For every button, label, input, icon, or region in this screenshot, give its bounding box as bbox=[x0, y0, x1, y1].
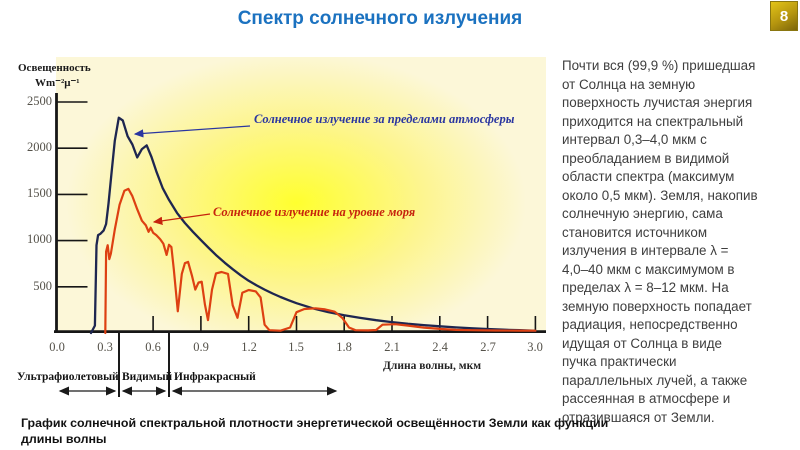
x-tick-label: 0.0 bbox=[49, 340, 65, 354]
y-axis-units: Wm⁻²μ⁻¹ bbox=[35, 77, 80, 89]
y-tick-label: 1500 bbox=[27, 186, 52, 200]
slide-number-badge: 8 bbox=[770, 1, 798, 31]
y-axis-title: Освещенность bbox=[18, 62, 91, 74]
x-tick-label: 2.7 bbox=[480, 340, 496, 354]
x-tick-label: 0.3 bbox=[97, 340, 113, 354]
slide-number: 8 bbox=[779, 7, 789, 25]
region-label-visible: Видимый bbox=[122, 371, 173, 383]
x-tick-label: 2.1 bbox=[384, 340, 400, 354]
x-tick-label: 0.9 bbox=[193, 340, 209, 354]
extraterrestrial-curve-label: Солнечное излучение за пределами атмосфе… bbox=[254, 112, 515, 126]
x-tick-label: 3.0 bbox=[527, 340, 543, 354]
body-paragraph: Почти вся (99,9 %) пришедшая от Солнца н… bbox=[562, 58, 758, 425]
x-tick-label: 1.5 bbox=[288, 340, 304, 354]
y-tick-label: 2000 bbox=[27, 140, 52, 154]
figure-caption: График солнечной спектральной плотности … bbox=[21, 416, 609, 446]
page-title: Спектр солнечного излучения bbox=[237, 8, 523, 29]
y-tick-label: 500 bbox=[33, 279, 52, 293]
region-label-ultraviolet: Ультрафиолетовый bbox=[17, 371, 119, 383]
y-tick-label: 2500 bbox=[27, 94, 52, 108]
x-tick-label: 1.2 bbox=[241, 340, 257, 354]
x-tick-label: 2.4 bbox=[432, 340, 448, 354]
chart-plot-background bbox=[56, 57, 546, 332]
sea-level-curve-label: Солнечное излучение на уровне моря bbox=[213, 205, 416, 219]
x-axis-title: Длина волны, мкм bbox=[383, 360, 482, 372]
x-tick-label: 0.6 bbox=[145, 340, 161, 354]
y-tick-label: 1000 bbox=[27, 232, 52, 246]
x-tick-label: 1.8 bbox=[336, 340, 352, 354]
region-label-infrared: Инфракрасный bbox=[174, 371, 256, 383]
